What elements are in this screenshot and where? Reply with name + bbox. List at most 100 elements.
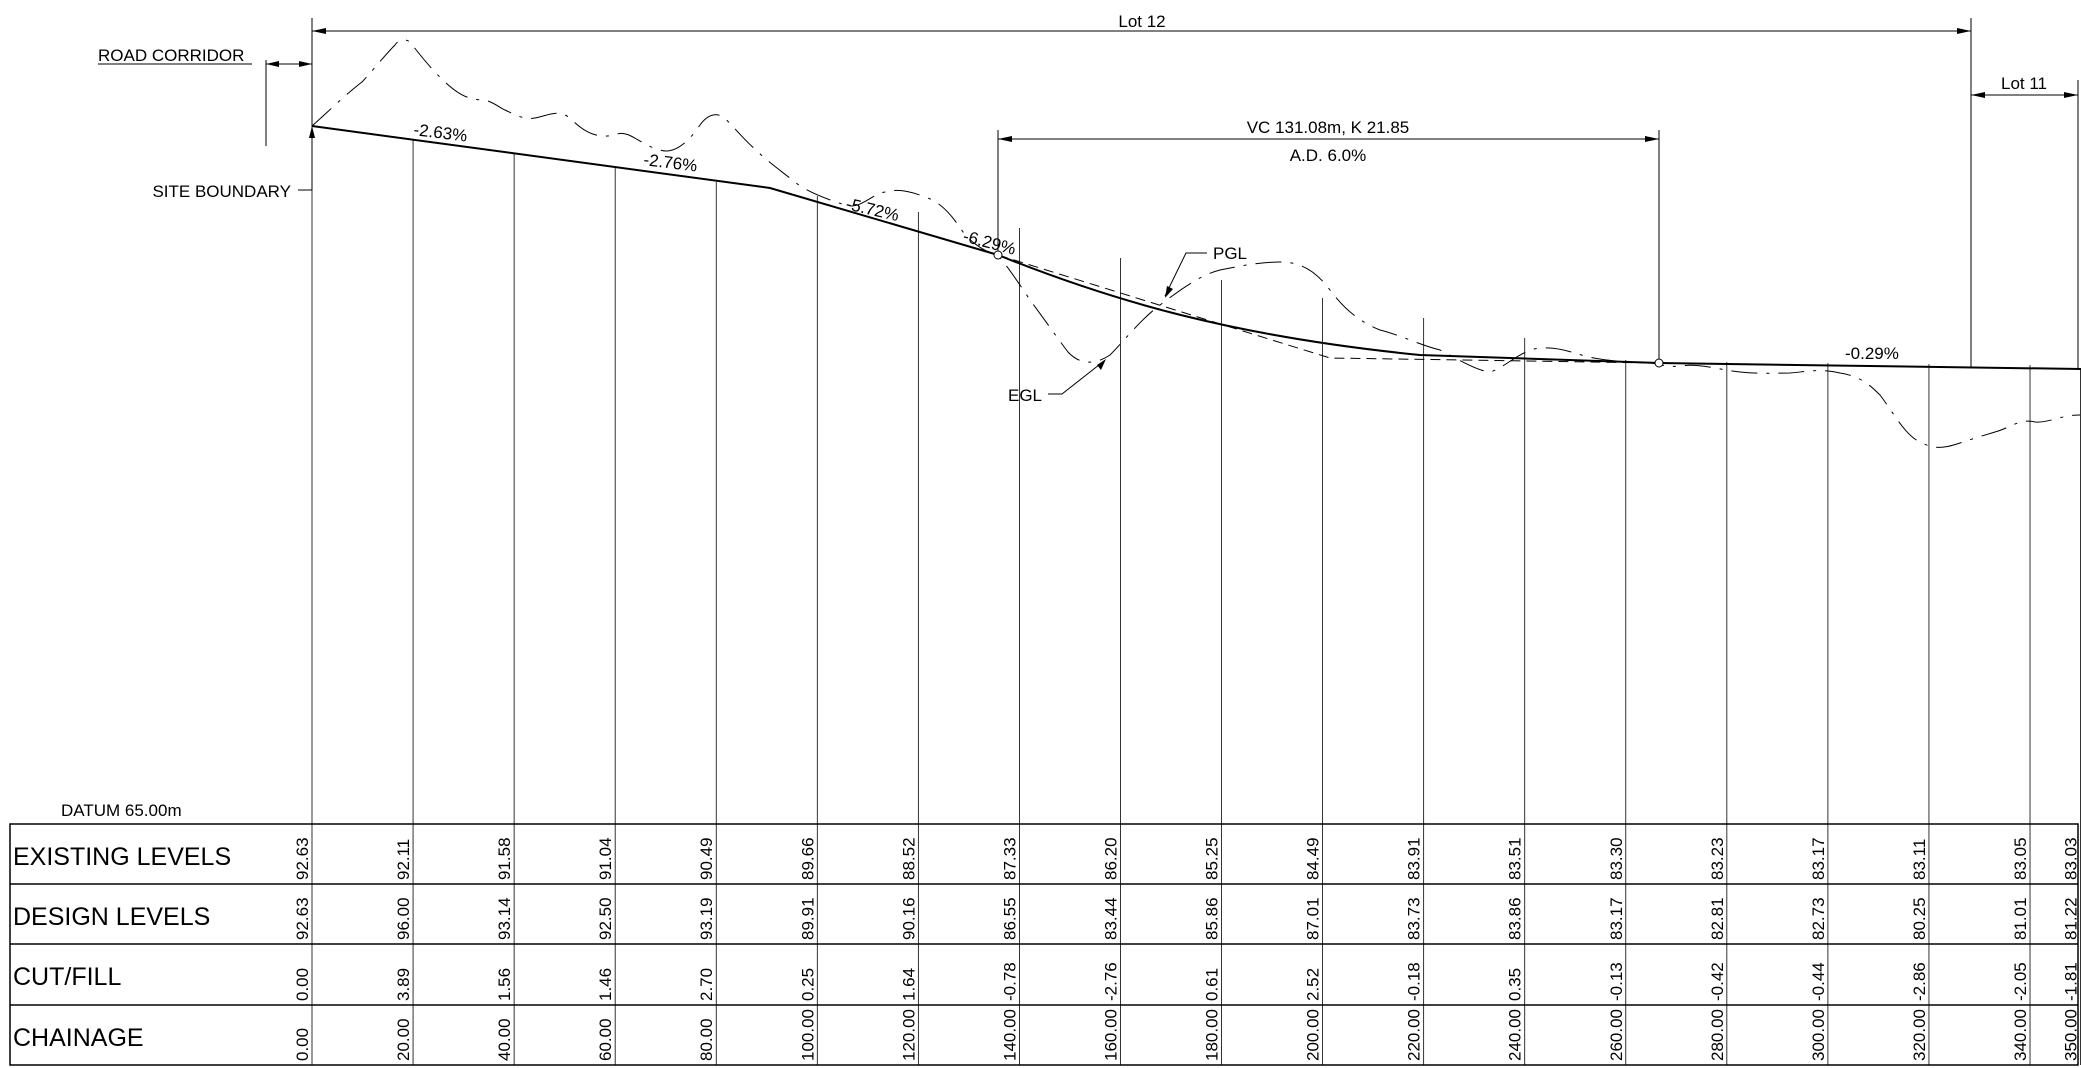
table-cell-cut-fill: 3.89 <box>394 968 413 1001</box>
table-cell-cut-fill: -1.81 <box>2062 962 2081 1001</box>
table-cell-chainage: 100.00 <box>798 1009 817 1061</box>
table-cell-existing-levels: 83.30 <box>1607 837 1626 880</box>
row-label-chainage: CHAINAGE <box>13 1024 144 1052</box>
table-cell-chainage: 0.00 <box>293 1028 312 1061</box>
table-cell-existing-levels: 92.63 <box>293 837 312 880</box>
vc-end-marker <box>1654 358 1664 368</box>
egl-callout: EGL <box>1008 359 1106 405</box>
site-boundary-marker: SITE BOUNDARY <box>152 126 315 201</box>
level-table: EXISTING LEVELS DESIGN LEVELS CUT/FILL C… <box>9 823 2081 1066</box>
table-cell-design-levels: 80.25 <box>1910 897 1929 940</box>
table-cell-design-levels: 85.86 <box>1203 897 1222 940</box>
table-cell-chainage: 280.00 <box>1708 1009 1727 1061</box>
table-cell-cut-fill: 1.56 <box>495 968 514 1001</box>
table-cell-chainage: 140.00 <box>1000 1009 1019 1061</box>
road-corridor-marker: ROAD CORRIDOR <box>98 46 312 146</box>
table-cell-chainage: 180.00 <box>1203 1009 1222 1061</box>
table-cell-existing-levels: 92.11 <box>394 839 413 880</box>
grade-label: -6.29% <box>961 227 1018 259</box>
egl-label: EGL <box>1008 386 1042 405</box>
table-cell-existing-levels: 83.51 <box>1506 837 1525 880</box>
table-cell-existing-levels: 83.05 <box>2011 837 2030 880</box>
table-cell-cut-fill: -0.78 <box>1000 962 1019 1001</box>
table-cell-cut-fill: -2.76 <box>1101 962 1120 1001</box>
table-cell-design-levels: 82.81 <box>1708 897 1727 940</box>
table-cell-design-levels: 96.00 <box>394 897 413 940</box>
table-cell-cut-fill: -2.05 <box>2011 962 2030 1001</box>
table-cell-design-levels: 81.22 <box>2062 897 2081 940</box>
table-cell-existing-levels: 83.17 <box>1809 837 1828 880</box>
table-cell-design-levels: 86.55 <box>1000 897 1019 940</box>
site-boundary-label: SITE BOUNDARY <box>152 182 291 201</box>
table-cell-cut-fill: 0.25 <box>798 968 817 1001</box>
table-cell-existing-levels: 86.20 <box>1101 837 1120 880</box>
table-cell-chainage: 220.00 <box>1405 1009 1424 1061</box>
pgl-label: PGL <box>1213 244 1247 263</box>
table-cell-existing-levels: 83.23 <box>1708 837 1727 880</box>
table-cell-chainage: 160.00 <box>1101 1009 1120 1061</box>
lot11-label: Lot 11 <box>2001 74 2047 93</box>
table-cell-design-levels: 90.16 <box>899 897 918 940</box>
table-cell-cut-fill: -0.42 <box>1708 962 1727 1001</box>
table-cell-design-levels: 83.17 <box>1607 897 1626 940</box>
table-cell-cut-fill: 0.35 <box>1506 968 1525 1001</box>
row-label-cut-fill: CUT/FILL <box>13 963 121 991</box>
row-label-design-levels: DESIGN LEVELS <box>13 903 210 931</box>
row-label-existing-levels: EXISTING LEVELS <box>13 843 231 871</box>
table-cell-cut-fill: -2.86 <box>1910 962 1929 1001</box>
table-cell-chainage: 350.00 <box>2062 1009 2081 1061</box>
table-cell-existing-levels: 87.33 <box>1000 837 1019 880</box>
table-cell-chainage: 40.00 <box>495 1018 514 1061</box>
pgl-callout: PGL <box>1164 244 1247 298</box>
table-cell-existing-levels: 91.58 <box>495 837 514 880</box>
table-cell-cut-fill: 1.46 <box>596 968 615 1001</box>
table-cell-existing-levels: 83.91 <box>1405 837 1424 880</box>
table-cell-design-levels: 92.50 <box>596 897 615 940</box>
lot12-dimension: Lot 12 <box>311 12 1972 368</box>
table-cell-chainage: 260.00 <box>1607 1009 1626 1061</box>
lot12-label: Lot 12 <box>1118 12 1165 31</box>
table-cell-cut-fill: 2.70 <box>697 968 716 1001</box>
table-cell-design-levels: 83.44 <box>1101 897 1120 940</box>
table-cell-design-levels: 87.01 <box>1304 897 1323 940</box>
table-cell-chainage: 120.00 <box>899 1009 918 1061</box>
algebraic-difference-label: A.D. 6.0% <box>1290 146 1367 165</box>
vertical-curve-label: VC 131.08m, K 21.85 <box>1247 118 1410 137</box>
table-cell-existing-levels: 85.25 <box>1203 837 1222 880</box>
table-cell-chainage: 340.00 <box>2011 1009 2030 1061</box>
table-cell-chainage: 60.00 <box>596 1018 615 1061</box>
table-cell-chainage: 300.00 <box>1809 1009 1828 1061</box>
vc-start-marker <box>993 250 1003 260</box>
grade-label: -0.29% <box>1845 344 1899 363</box>
table-cell-cut-fill: -0.13 <box>1607 962 1626 1001</box>
table-cell-cut-fill: 0.00 <box>293 968 312 1001</box>
vertical-curve-dimension: VC 131.08m, K 21.85 A.D. 6.0% <box>997 118 1660 363</box>
table-cell-existing-levels: 91.04 <box>596 837 615 880</box>
table-cell-cut-fill: 1.64 <box>899 968 918 1001</box>
design-grade-line <box>311 125 2081 370</box>
table-cell-design-levels: 83.86 <box>1506 897 1525 940</box>
table-cell-design-levels: 93.19 <box>697 897 716 940</box>
existing-ground-line <box>311 39 2081 448</box>
grade-label: -5.72% <box>844 194 901 225</box>
table-cell-design-levels: 83.73 <box>1405 897 1424 940</box>
table-cell-chainage: 20.00 <box>394 1018 413 1061</box>
table-cell-chainage: 240.00 <box>1506 1009 1525 1061</box>
datum-label: DATUM 65.00m <box>61 801 182 820</box>
road-corridor-label: ROAD CORRIDOR <box>98 46 244 65</box>
table-cell-design-levels: 93.14 <box>495 897 514 940</box>
tangent-extension-line <box>997 254 1660 364</box>
table-cell-existing-levels: 88.52 <box>899 837 918 880</box>
table-cell-chainage: 200.00 <box>1304 1009 1323 1061</box>
table-cell-existing-levels: 89.66 <box>798 837 817 880</box>
table-cell-design-levels: 81.01 <box>2011 897 2030 940</box>
lot11-dimension: Lot 11 <box>1971 74 2079 368</box>
table-cell-existing-levels: 84.49 <box>1304 837 1323 880</box>
table-cell-chainage: 80.00 <box>697 1018 716 1061</box>
table-cell-existing-levels: 83.03 <box>2062 837 2081 880</box>
table-cell-cut-fill: 2.52 <box>1304 968 1323 1001</box>
table-cell-design-levels: 82.73 <box>1809 897 1828 940</box>
table-cell-cut-fill: 0.61 <box>1203 968 1222 1001</box>
table-values: 92.63 92.11 91.58 91.04 90.49 89.66 88.52 87.33… <box>293 837 2081 1061</box>
